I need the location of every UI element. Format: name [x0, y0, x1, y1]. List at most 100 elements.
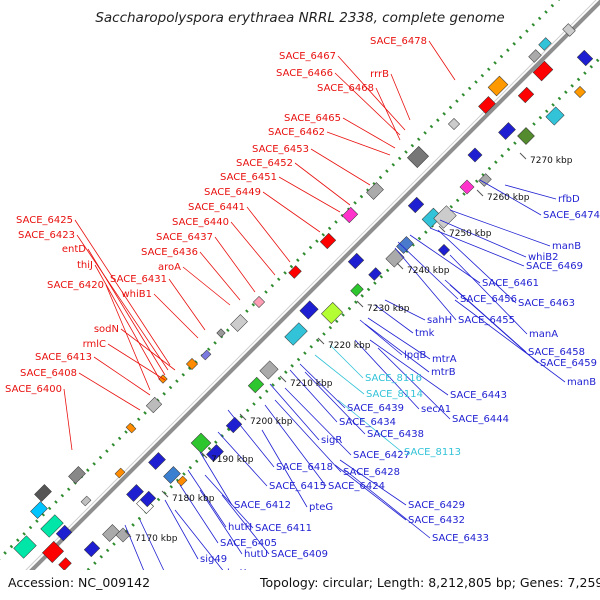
reverse-gene-label[interactable]: hutU: [244, 549, 268, 560]
gene-glyph[interactable]: [396, 236, 414, 254]
forward-gene-label[interactable]: SACE_6467: [279, 51, 336, 62]
reverse-gene-label[interactable]: SACE_6463: [518, 298, 575, 309]
gene-glyph[interactable]: [139, 490, 157, 508]
reverse-gene-label[interactable]: SACE_6434: [339, 417, 396, 428]
forward-gene-label[interactable]: entD: [62, 244, 86, 255]
gene-glyph[interactable]: [252, 295, 266, 309]
gene-glyph[interactable]: [421, 207, 443, 229]
forward-gene-label[interactable]: SACE_6437: [156, 232, 213, 243]
reverse-gene-label[interactable]: hutH: [228, 522, 252, 533]
forward-gene-label[interactable]: SACE_6440: [172, 217, 229, 228]
forward-gene-label[interactable]: SACE_6441: [188, 202, 245, 213]
reverse-gene-label[interactable]: SACE_6458: [528, 347, 585, 358]
gene-glyph[interactable]: [68, 466, 86, 484]
reverse-gene-label[interactable]: sigR: [321, 435, 342, 446]
gene-glyph[interactable]: [517, 86, 535, 104]
forward-gene-label[interactable]: SACE_6408: [20, 368, 77, 379]
gene-glyph[interactable]: [321, 302, 343, 324]
reverse-gene-label[interactable]: secA1: [421, 404, 451, 415]
gene-glyph[interactable]: [319, 232, 337, 250]
reverse-gene-label[interactable]: SACE_6455: [458, 315, 515, 326]
gene-glyph[interactable]: [517, 127, 535, 145]
gene-glyph[interactable]: [459, 179, 475, 195]
gene-glyph[interactable]: [341, 206, 359, 224]
reverse-gene-label[interactable]: SACE_6439: [347, 403, 404, 414]
gene-glyph[interactable]: [148, 452, 166, 470]
forward-gene-label[interactable]: SACE_6400: [5, 384, 62, 395]
reverse-gene-label[interactable]: manB: [552, 241, 581, 252]
gene-glyph[interactable]: [185, 357, 199, 371]
gene-glyph[interactable]: [478, 173, 492, 187]
reverse-gene-label[interactable]: SACE_6456: [460, 294, 517, 305]
gene-glyph[interactable]: [368, 267, 382, 281]
forward-gene-label[interactable]: sodN: [94, 324, 119, 335]
gene-glyph[interactable]: [545, 106, 565, 126]
reverse-gene-label[interactable]: SACE_6411: [255, 523, 312, 534]
reverse-gene-label[interactable]: manB: [567, 377, 596, 388]
gene-glyph[interactable]: [55, 524, 73, 542]
reverse-gene-label[interactable]: SACE_6459: [540, 358, 597, 369]
reverse-gene-label[interactable]: SACE_6428: [343, 467, 400, 478]
gene-glyph[interactable]: [433, 205, 457, 229]
reverse-gene-label[interactable]: sahH: [427, 315, 452, 326]
gene-glyph[interactable]: [573, 85, 587, 99]
gene-glyph[interactable]: [145, 396, 163, 414]
reverse-gene-label[interactable]: SACE_6429: [408, 500, 465, 511]
rna-gene-label[interactable]: SACE_8116: [365, 373, 422, 384]
reverse-gene-label[interactable]: SACE_6469: [526, 261, 583, 272]
gene-glyph[interactable]: [562, 23, 576, 37]
reverse-gene-label[interactable]: SACE_6427: [353, 450, 410, 461]
reverse-gene-label[interactable]: SACE_6438: [367, 429, 424, 440]
forward-gene-label[interactable]: SACE_6423: [18, 230, 75, 241]
forward-gene-label[interactable]: SACE_6436: [141, 247, 198, 258]
gene-glyph[interactable]: [478, 96, 496, 114]
gene-glyph[interactable]: [13, 535, 37, 559]
gene-glyph[interactable]: [230, 314, 248, 332]
gene-glyph[interactable]: [126, 484, 144, 502]
reverse-gene-label[interactable]: rfbD: [558, 194, 580, 205]
gene-glyph[interactable]: [80, 495, 92, 507]
forward-gene-label[interactable]: whiB1: [121, 289, 152, 300]
reverse-gene-label[interactable]: lpqB: [404, 350, 426, 361]
gene-glyph[interactable]: [350, 283, 364, 297]
reverse-gene-label[interactable]: mtrB: [431, 367, 456, 378]
forward-gene-label[interactable]: SACE_6425: [16, 215, 73, 226]
gene-glyph[interactable]: [125, 422, 137, 434]
rna-gene-label[interactable]: SACE_8114: [366, 389, 423, 400]
gene-glyph[interactable]: [366, 182, 384, 200]
gene-glyph[interactable]: [58, 557, 72, 571]
gene-glyph[interactable]: [284, 322, 308, 346]
gene-glyph[interactable]: [102, 524, 120, 542]
reverse-gene-label[interactable]: whiB2: [528, 252, 559, 263]
gene-glyph[interactable]: [40, 514, 64, 538]
gene-glyph[interactable]: [487, 75, 509, 97]
gene-glyph[interactable]: [498, 122, 516, 140]
forward-gene-label[interactable]: thiJ: [77, 260, 93, 271]
gene-glyph[interactable]: [532, 60, 554, 82]
reverse-gene-label[interactable]: SACE_6443: [450, 390, 507, 401]
forward-gene-label[interactable]: SACE_6453: [252, 144, 309, 155]
gene-glyph[interactable]: [288, 265, 302, 279]
reverse-gene-label[interactable]: SACE_6424: [328, 481, 385, 492]
reverse-gene-label[interactable]: SACE_6433: [432, 533, 489, 544]
gene-glyph[interactable]: [407, 146, 429, 168]
gene-glyph[interactable]: [216, 328, 226, 338]
forward-gene-label[interactable]: SACE_6413: [35, 352, 92, 363]
gene-glyph[interactable]: [34, 484, 52, 502]
gene-glyph[interactable]: [299, 300, 319, 320]
forward-gene-label[interactable]: rrrB: [370, 69, 389, 80]
forward-gene-label[interactable]: SACE_6420: [47, 280, 104, 291]
reverse-gene-label[interactable]: sig49: [200, 554, 227, 565]
reverse-gene-label[interactable]: SACE_6444: [452, 414, 509, 425]
gene-glyph[interactable]: [115, 527, 131, 543]
gene-glyph[interactable]: [437, 243, 451, 257]
reverse-gene-label[interactable]: SACE_6405: [220, 538, 277, 549]
forward-gene-label[interactable]: SACE_6449: [204, 187, 261, 198]
forward-gene-label[interactable]: SACE_6431: [110, 274, 167, 285]
gene-glyph[interactable]: [114, 467, 126, 479]
gene-glyph[interactable]: [407, 196, 425, 214]
forward-gene-label[interactable]: SACE_6465: [284, 113, 341, 124]
gene-glyph[interactable]: [83, 540, 101, 558]
gene-glyph[interactable]: [447, 117, 461, 131]
reverse-gene-label[interactable]: SACE_6432: [408, 515, 465, 526]
